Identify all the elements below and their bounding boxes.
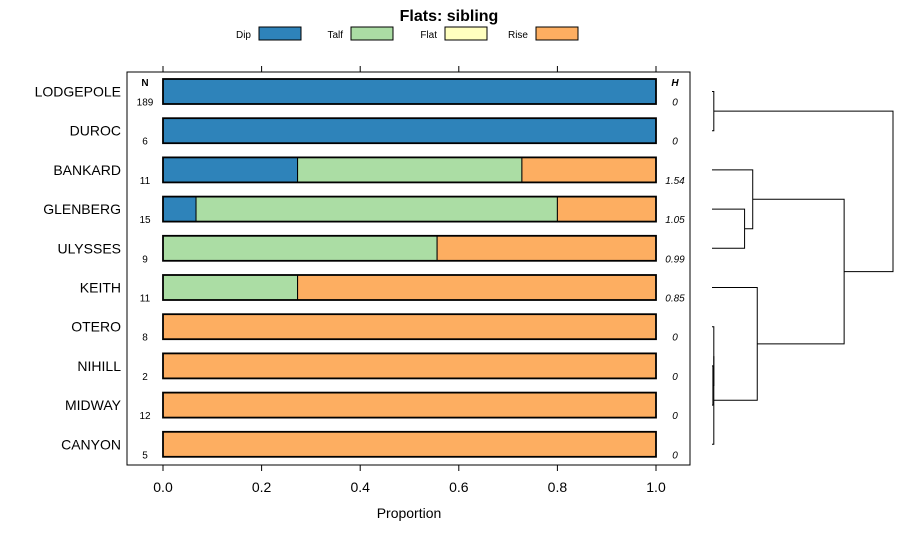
bar-segment-nihill-rise — [162, 352, 657, 379]
plot-frame — [126, 71, 691, 466]
row-h-bankard: 1.54 — [665, 176, 685, 187]
dendrogram-link-3 — [712, 356, 715, 445]
row-h-otero: 0 — [672, 333, 678, 344]
row-label-midway: MIDWAY — [65, 397, 122, 413]
x-tick-label-3: 0.6 — [449, 479, 469, 495]
row-h-canyon: 0 — [672, 450, 678, 461]
bar-segment-glenberg-talf — [195, 196, 558, 223]
legend-label-dip: Dip — [236, 30, 251, 41]
bar-segment-duroc-dip — [162, 117, 657, 144]
dendrogram-link-0 — [712, 91, 715, 132]
row-n-ulysses: 9 — [142, 254, 148, 265]
row-label-keith: KEITH — [80, 280, 121, 296]
x-tick-label-5: 1.0 — [646, 479, 666, 495]
row-h-glenberg: 1.05 — [665, 215, 685, 226]
bar-outline-keith — [162, 274, 657, 301]
legend-swatch-flat — [444, 26, 488, 41]
bar-segment-otero-rise — [162, 313, 657, 340]
x-axis: 0.0 0.2 0.4 0.6 0.8 1.0 — [153, 66, 666, 495]
bars-group — [162, 78, 657, 458]
row-n-nihill: 2 — [142, 372, 148, 383]
h-column-header: H — [671, 78, 679, 89]
bar-segment-bankard-rise — [521, 156, 657, 183]
bar-outline-canyon — [162, 430, 657, 458]
row-n-bankard: 11 — [140, 176, 151, 187]
row-label-lodgepole: LODGEPOLE — [35, 84, 121, 100]
row-n-midway: 12 — [139, 411, 151, 422]
row-h-lodgepole: 0 — [672, 98, 678, 109]
row-n-glenberg: 15 — [139, 215, 151, 226]
dendrogram — [712, 91, 894, 445]
x-tick-label-2: 0.4 — [350, 479, 370, 495]
row-label-otero: OTERO — [71, 319, 121, 335]
row-n-canyon: 5 — [142, 450, 148, 461]
legend-label-flat: Flat — [420, 30, 437, 41]
row-h-duroc: 0 — [672, 137, 678, 148]
bar-outline-duroc — [162, 117, 657, 145]
bar-segment-ulysses-rise — [436, 235, 657, 262]
bar-segment-canyon-rise — [162, 431, 657, 458]
bar-segment-ulysses-talf — [162, 235, 438, 262]
legend-swatch-dip — [258, 26, 302, 41]
bar-outline-lodgepole — [162, 78, 657, 105]
bar-outline-nihill — [162, 352, 657, 380]
row-n-duroc: 6 — [142, 137, 148, 148]
bar-outline-otero — [162, 313, 657, 341]
row-h-keith: 0.85 — [665, 294, 685, 305]
dendrogram-link-4 — [712, 208, 746, 249]
bar-segment-midway-rise — [162, 392, 657, 419]
bar-segment-bankard-talf — [297, 156, 523, 183]
bar-segment-glenberg-rise — [556, 196, 657, 223]
legend-label-talf: Talf — [327, 30, 343, 41]
bar-segment-bankard-dip — [162, 156, 299, 183]
dendrogram-link-8 — [713, 110, 894, 273]
x-tick-label-0: 0.0 — [153, 479, 173, 495]
bar-outline-bankard — [162, 156, 657, 184]
dendrogram-link-5 — [712, 169, 754, 230]
n-column-header: N — [141, 78, 148, 89]
x-axis-label: Proportion — [377, 505, 442, 521]
bar-outline-glenberg — [162, 195, 657, 223]
chart-title: Flats: sibling — [400, 8, 499, 25]
x-tick-label-1: 0.2 — [252, 479, 272, 495]
row-label-bankard: BANKARD — [53, 162, 121, 178]
bar-outline-ulysses — [162, 234, 657, 262]
bar-outline-midway — [162, 391, 657, 419]
row-label-nihill: NIHILL — [77, 358, 121, 374]
legend-swatch-talf — [350, 26, 394, 41]
bar-segment-glenberg-dip — [162, 196, 197, 223]
bar-segment-lodgepole-dip — [162, 78, 657, 105]
dendrogram-link-7 — [752, 198, 845, 345]
row-label-canyon: CANYON — [61, 436, 121, 452]
row-h-nihill: 0 — [672, 372, 678, 383]
row-label-ulysses: ULYSSES — [57, 240, 121, 256]
row-h-midway: 0 — [672, 411, 678, 422]
row-n-keith: 11 — [140, 294, 151, 305]
x-tick-label-4: 0.8 — [548, 479, 568, 495]
row-n-lodgepole: 189 — [137, 98, 154, 109]
bar-segment-keith-rise — [297, 274, 657, 301]
row-h-ulysses: 0.99 — [665, 254, 685, 265]
dendrogram-link-6 — [712, 287, 758, 401]
bar-segment-keith-talf — [162, 274, 299, 301]
dendrogram-link-1 — [712, 365, 714, 406]
row-n-otero: 8 — [142, 333, 148, 344]
row-labels-group: LODGEPOLE 189 0 DUROC 6 0 BANKARD 11 1.54 GLENBER… — [35, 84, 686, 462]
row-label-duroc: DUROC — [70, 123, 121, 139]
legend-swatch-rise — [535, 26, 579, 41]
row-label-glenberg: GLENBERG — [43, 201, 121, 217]
legend: Dip Talf Flat Rise — [236, 26, 579, 41]
legend-label-rise: Rise — [508, 30, 528, 41]
